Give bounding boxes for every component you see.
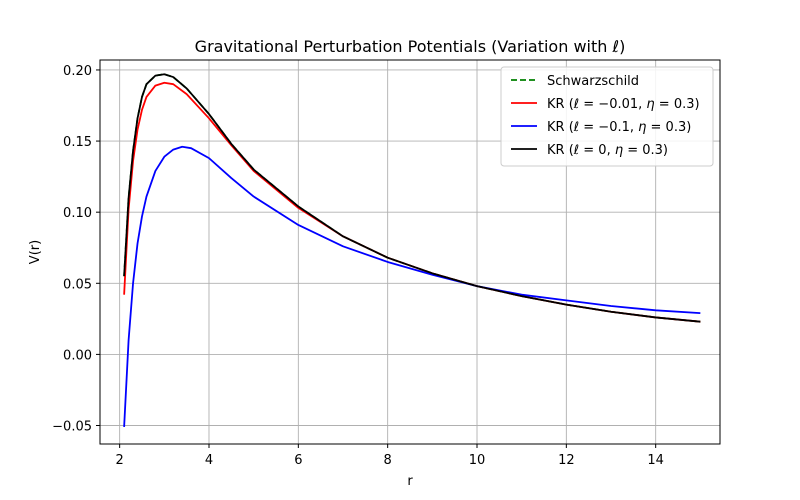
plot-frame xyxy=(99,59,721,445)
chart-title: Gravitational Perturbation Potentials (V… xyxy=(195,37,626,56)
legend-eta-symbol: η xyxy=(615,143,623,158)
series-line-2 xyxy=(123,145,701,427)
legend-ell-symbol: ℓ xyxy=(573,97,579,112)
y-tick-label: 0.15 xyxy=(63,135,92,150)
legend-label: KR (ℓ = −0.1, η = 0.3) xyxy=(547,120,691,135)
x-tick-label: 12 xyxy=(558,453,575,468)
legend-label-ell-value: = 0, xyxy=(579,143,615,158)
legend-ell-symbol: ℓ xyxy=(573,120,579,135)
legend-label: KR (ℓ = −0.01, η = 0.3) xyxy=(547,97,700,112)
legend-box xyxy=(500,66,714,167)
legend-label-ell-value: = −0.01, xyxy=(579,97,646,112)
legend-label: KR (ℓ = 0, η = 0.3) xyxy=(547,143,668,158)
x-tick-label: 2 xyxy=(116,453,124,468)
legend-eta-symbol: η xyxy=(638,120,646,135)
y-tick-label: 0.05 xyxy=(63,277,92,292)
x-axis-label: r xyxy=(407,474,413,489)
x-tick-label: 8 xyxy=(384,453,392,468)
x-axis-ticks: 2 4 6 8 10 12 14 xyxy=(116,444,664,468)
legend-label-ell-value: = −0.1, xyxy=(579,120,638,135)
y-axis-ticks: −0.05 0.00 0.05 0.10 0.15 0.20 xyxy=(52,64,100,435)
x-tick-label: 10 xyxy=(469,453,486,468)
legend-ell-symbol: ℓ xyxy=(573,143,579,158)
legend-eta-symbol: η xyxy=(646,97,654,112)
legend-label-eta-value: = 0.3) xyxy=(646,120,691,135)
legend-label-eta-value: = 0.3) xyxy=(655,97,700,112)
legend-label-prefix: KR ( xyxy=(547,143,574,158)
x-tick-label: 14 xyxy=(647,453,664,468)
legend-label-prefix: KR ( xyxy=(547,120,574,135)
y-tick-label: 0.20 xyxy=(63,64,92,79)
y-tick-label: −0.05 xyxy=(52,420,92,435)
series-group xyxy=(123,73,701,427)
y-tick-label: 0.00 xyxy=(63,348,92,363)
y-axis-label: V(r) xyxy=(28,240,43,264)
x-tick-label: 4 xyxy=(205,453,213,468)
y-tick-label: 0.10 xyxy=(63,206,92,221)
legend-label: Schwarzschild xyxy=(547,74,639,89)
x-tick-label: 6 xyxy=(294,453,302,468)
legend-label-eta-value: = 0.3) xyxy=(623,143,668,158)
series-line-3 xyxy=(123,73,701,323)
legend-label-prefix: KR ( xyxy=(547,97,574,112)
